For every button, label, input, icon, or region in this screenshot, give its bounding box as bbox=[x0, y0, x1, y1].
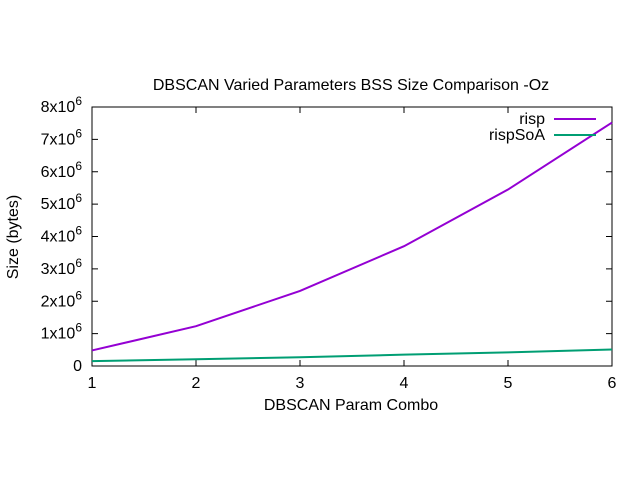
x-tick-label: 5 bbox=[504, 375, 513, 392]
series-line-risp bbox=[91, 121, 613, 352]
x-tick-label: 2 bbox=[192, 375, 201, 392]
x-tick-label: 3 bbox=[296, 375, 305, 392]
x-axis-label: DBSCAN Param Combo bbox=[264, 397, 438, 414]
series-line-rispsoa bbox=[91, 348, 613, 363]
y-axis-label: Size (bytes) bbox=[5, 195, 22, 279]
y-tick-label: 6x106 bbox=[41, 159, 83, 181]
y-tick-label: 7x106 bbox=[41, 126, 83, 148]
x-tick-label: 6 bbox=[608, 375, 617, 392]
y-tick-label: 0 bbox=[73, 358, 82, 375]
y-tick-label: 3x106 bbox=[41, 256, 83, 278]
x-tick-label: 4 bbox=[400, 375, 409, 392]
chart-title: DBSCAN Varied Parameters BSS Size Compar… bbox=[153, 77, 549, 94]
y-tick-label: 5x106 bbox=[41, 191, 83, 213]
plot-frame bbox=[91, 106, 613, 367]
y-tick-label: 8x106 bbox=[41, 94, 83, 116]
legend-label-risp: risp bbox=[519, 111, 545, 128]
y-tick-label: 4x106 bbox=[41, 224, 83, 246]
legend-label-rispsoa: rispSoA bbox=[489, 127, 545, 144]
y-tick-label: 1x106 bbox=[41, 321, 83, 343]
y-tick-label: 2x106 bbox=[41, 288, 83, 310]
x-tick-label: 1 bbox=[88, 375, 97, 392]
